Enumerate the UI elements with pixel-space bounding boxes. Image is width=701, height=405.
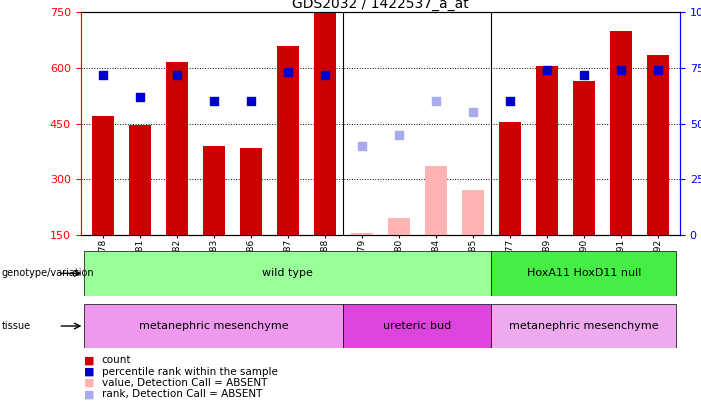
Text: ureteric bud: ureteric bud bbox=[383, 321, 451, 331]
Point bbox=[652, 67, 663, 73]
Bar bbox=[647, 55, 669, 235]
Point bbox=[208, 98, 219, 104]
Bar bbox=[573, 81, 595, 235]
Text: metanephric mesenchyme: metanephric mesenchyme bbox=[509, 321, 659, 331]
Point bbox=[393, 131, 404, 138]
Bar bbox=[498, 122, 521, 235]
Bar bbox=[425, 166, 447, 235]
Text: ■: ■ bbox=[84, 390, 95, 399]
Point bbox=[578, 71, 590, 78]
Bar bbox=[92, 116, 114, 235]
Text: ■: ■ bbox=[84, 367, 95, 377]
Text: count: count bbox=[102, 356, 131, 365]
Point bbox=[171, 71, 182, 78]
Bar bbox=[350, 233, 373, 235]
Bar bbox=[129, 126, 151, 235]
Bar bbox=[240, 148, 262, 235]
Point bbox=[504, 98, 515, 104]
Point bbox=[467, 109, 478, 116]
Bar bbox=[491, 251, 676, 296]
Bar bbox=[203, 146, 225, 235]
Bar bbox=[536, 66, 558, 235]
Text: rank, Detection Call = ABSENT: rank, Detection Call = ABSENT bbox=[102, 390, 262, 399]
Bar bbox=[610, 31, 632, 235]
Point bbox=[430, 98, 442, 104]
Text: ■: ■ bbox=[84, 356, 95, 365]
Text: value, Detection Call = ABSENT: value, Detection Call = ABSENT bbox=[102, 378, 267, 388]
Text: percentile rank within the sample: percentile rank within the sample bbox=[102, 367, 278, 377]
Text: genotype/variation: genotype/variation bbox=[1, 269, 94, 278]
Bar bbox=[462, 190, 484, 235]
Point bbox=[97, 71, 109, 78]
Bar bbox=[165, 62, 188, 235]
Text: HoxA11 HoxD11 null: HoxA11 HoxD11 null bbox=[526, 269, 641, 278]
Point bbox=[245, 98, 257, 104]
Bar bbox=[314, 12, 336, 235]
Point bbox=[356, 143, 367, 149]
Point bbox=[615, 67, 627, 73]
Point bbox=[283, 69, 294, 76]
Point bbox=[319, 71, 330, 78]
Point bbox=[134, 94, 145, 100]
Text: metanephric mesenchyme: metanephric mesenchyme bbox=[139, 321, 289, 331]
Title: GDS2032 / 1422537_a_at: GDS2032 / 1422537_a_at bbox=[292, 0, 469, 11]
Bar bbox=[491, 304, 676, 348]
Bar bbox=[277, 46, 299, 235]
Bar bbox=[84, 251, 491, 296]
Text: ■: ■ bbox=[84, 378, 95, 388]
Bar bbox=[343, 304, 491, 348]
Point bbox=[541, 67, 552, 73]
Bar bbox=[388, 218, 410, 235]
Text: tissue: tissue bbox=[1, 321, 31, 331]
Bar bbox=[84, 304, 343, 348]
Text: wild type: wild type bbox=[262, 269, 313, 278]
